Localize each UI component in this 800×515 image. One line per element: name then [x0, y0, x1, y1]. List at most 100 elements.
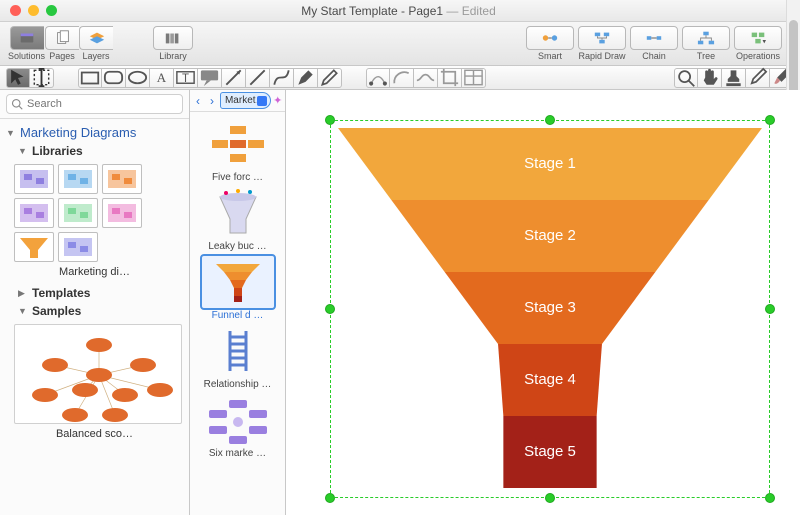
primary-toolbar: SolutionsPagesLayers Library SmartRapid … — [0, 22, 800, 66]
toolbar-smart-button[interactable] — [526, 26, 574, 50]
tool-curve-button[interactable] — [270, 68, 294, 88]
toolbar-layers-button[interactable] — [79, 26, 113, 50]
palette-item-leaky[interactable]: Leaky buc … — [197, 185, 279, 252]
tool-text-cursor-button[interactable] — [30, 68, 54, 88]
palette-thumb — [200, 323, 276, 379]
palette-item-five[interactable]: Five forc … — [197, 116, 279, 183]
shape-palette: ‹ › Market… ✦ Five forc … Leaky buc … Funn… — [190, 90, 286, 515]
selection-outline — [330, 120, 770, 498]
tool-arc-button[interactable] — [390, 68, 414, 88]
tool-bezier-node-button[interactable] — [366, 68, 390, 88]
palette-thumb — [200, 254, 276, 310]
tool-stamp-button[interactable] — [722, 68, 746, 88]
palette-pin-icon[interactable]: ✦ — [273, 94, 283, 107]
selection-handle[interactable] — [325, 115, 335, 125]
library-thumbnail-grid[interactable] — [4, 160, 185, 264]
tool-text-A-button[interactable]: A — [150, 68, 174, 88]
palette-item-label: Funnel d … — [212, 310, 264, 321]
toolbar-label: Layers — [83, 51, 110, 61]
palette-item-label: Five forc … — [212, 172, 263, 183]
tool-hand-button[interactable] — [698, 68, 722, 88]
tree-root-marketing[interactable]: Marketing Diagrams — [20, 125, 136, 140]
sample-thumbnail[interactable] — [14, 324, 182, 424]
tool-crop-button[interactable] — [438, 68, 462, 88]
close-window-icon[interactable] — [10, 5, 21, 16]
palette-forward-button[interactable]: › — [206, 93, 218, 109]
selection-handle[interactable] — [545, 493, 555, 503]
toolbar-rapid-draw-button[interactable] — [578, 26, 626, 50]
library-thumb[interactable] — [102, 198, 142, 228]
window-title-main: My Start Template - Page1 — [301, 4, 443, 18]
toolbar-label: Operations — [736, 51, 780, 61]
toolbar-chain-button[interactable] — [630, 26, 678, 50]
tools-toolbar: AT — [0, 66, 800, 90]
solution-tree[interactable]: ▼Marketing Diagrams ▼Libraries Marketing… — [0, 119, 189, 515]
drawing-canvas[interactable]: Stage 1Stage 2Stage 3Stage 4Stage 5 — [286, 90, 800, 515]
palette-item-label: Leaky buc … — [208, 241, 266, 252]
tool-line-button[interactable] — [246, 68, 270, 88]
selection-handle[interactable] — [765, 304, 775, 314]
tree-node-libraries[interactable]: Libraries — [32, 144, 83, 158]
toolbar-pages-button[interactable] — [45, 26, 79, 50]
svg-text:▾: ▾ — [763, 36, 767, 45]
library-thumb[interactable] — [58, 164, 98, 194]
library-thumb[interactable] — [14, 232, 54, 262]
library-thumb[interactable] — [14, 198, 54, 228]
tool-line-arrow-button[interactable] — [222, 68, 246, 88]
tool-pointer-button[interactable] — [6, 68, 30, 88]
sample-caption: Balanced sco… — [4, 426, 185, 446]
tool-callout-button[interactable] — [198, 68, 222, 88]
tool-ellipse-button[interactable] — [126, 68, 150, 88]
search-icon — [11, 98, 23, 110]
palette-crumb-select[interactable]: Market… — [220, 92, 271, 109]
window-title: My Start Template - Page1 — Edited — [57, 4, 740, 18]
toolbar-label: Smart — [538, 51, 562, 61]
toolbar-operations-button[interactable]: ▾ — [734, 26, 782, 50]
tool-round-rect-button[interactable] — [102, 68, 126, 88]
palette-back-button[interactable]: ‹ — [192, 93, 204, 109]
zoom-window-icon[interactable] — [46, 5, 57, 16]
palette-thumb — [200, 392, 276, 448]
minimize-window-icon[interactable] — [28, 5, 39, 16]
toolbar-library-button[interactable] — [153, 26, 193, 50]
tool-pencil-button[interactable] — [318, 68, 342, 88]
toolbar-tree-button[interactable] — [682, 26, 730, 50]
selection-handle[interactable] — [765, 115, 775, 125]
palette-item-ladder[interactable]: Relationship … — [197, 323, 279, 390]
title-bar: My Start Template - Page1 — Edited — [0, 0, 800, 22]
tool-pen-button[interactable] — [294, 68, 318, 88]
toolbar-label: Chain — [642, 51, 666, 61]
search-input[interactable] — [6, 94, 183, 114]
library-thumb[interactable] — [58, 198, 98, 228]
selection-handle[interactable] — [765, 493, 775, 503]
tool-eyedropper-button[interactable] — [746, 68, 770, 88]
library-caption: Marketing di… — [4, 264, 185, 284]
palette-list[interactable]: Five forc … Leaky buc … Funnel d … Relation… — [190, 112, 285, 515]
tool-rect-button[interactable] — [78, 68, 102, 88]
palette-item-six[interactable]: Six marke … — [197, 392, 279, 459]
library-thumb[interactable] — [14, 164, 54, 194]
tool-table-button[interactable] — [462, 68, 486, 88]
tool-text-box-button[interactable]: T — [174, 68, 198, 88]
svg-text:T: T — [182, 73, 189, 85]
tool-smooth-button[interactable] — [414, 68, 438, 88]
library-thumb[interactable] — [58, 232, 98, 262]
toolbar-label: Tree — [697, 51, 715, 61]
selection-handle[interactable] — [545, 115, 555, 125]
palette-thumb — [200, 116, 276, 172]
tree-node-templates[interactable]: Templates — [32, 286, 90, 300]
palette-item-funnel[interactable]: Funnel d … — [197, 254, 279, 321]
left-sidebar: ▼Marketing Diagrams ▼Libraries Marketing… — [0, 90, 190, 515]
tool-zoom-button[interactable] — [674, 68, 698, 88]
toolbar-solutions-button[interactable] — [10, 26, 44, 50]
library-thumb[interactable] — [102, 164, 142, 194]
toolbar-label: Library — [159, 51, 187, 61]
palette-item-label: Six marke … — [209, 448, 266, 459]
selection-handle[interactable] — [325, 493, 335, 503]
toolbar-label: Pages — [49, 51, 75, 61]
window-title-edited: — Edited — [443, 4, 496, 18]
palette-item-label: Relationship … — [204, 379, 272, 390]
toolbar-label: Rapid Draw — [578, 51, 625, 61]
selection-handle[interactable] — [325, 304, 335, 314]
tree-node-samples[interactable]: Samples — [32, 304, 81, 318]
